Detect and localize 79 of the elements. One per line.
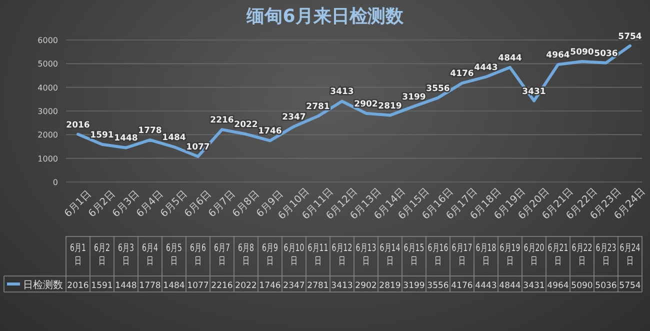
data-label: 2016 [66, 120, 90, 130]
data-label: 4443 [475, 281, 497, 291]
data-label: 1778 [139, 281, 161, 291]
data-label: 4964 [546, 50, 570, 61]
data-label: 4176 [450, 69, 474, 80]
data-label: 5036 [595, 281, 617, 291]
category-label: 6月4日 [141, 242, 159, 268]
data-label: 1448 [114, 134, 138, 144]
data-label: 2022 [234, 120, 258, 130]
data-label: 1484 [163, 281, 185, 291]
category-label: 6月18日 [475, 242, 497, 268]
data-label: 3413 [330, 87, 354, 98]
data-label: 1077 [187, 281, 209, 291]
data-label: 4844 [499, 281, 521, 291]
category-label: 6月5日 [165, 242, 183, 268]
data-label: 5090 [570, 48, 594, 58]
data-label: 1591 [91, 281, 113, 291]
data-label: 1746 [258, 126, 282, 137]
category-label: 6月19日 [499, 242, 521, 268]
data-label: 4443 [474, 62, 498, 73]
data-label: 3556 [427, 281, 449, 291]
category-label: 6月20日 [523, 242, 545, 268]
data-label: 2781 [307, 281, 329, 291]
data-label: 4964 [547, 281, 569, 291]
data-label: 5754 [619, 281, 641, 291]
legend-label: 日检测数 [23, 279, 63, 291]
category-label: 6月8日 [237, 242, 255, 268]
data-label: 1448 [115, 281, 137, 291]
data-label: 2819 [378, 101, 402, 112]
data-label: 2347 [282, 112, 306, 122]
data-label: 2016 [67, 281, 89, 291]
y-tick-label: 1000 [38, 154, 58, 164]
data-label: 5090 [571, 281, 593, 291]
data-label: 1591 [90, 130, 114, 140]
category-label: 6月11日 [307, 242, 329, 268]
category-label: 6月9日 [261, 242, 279, 268]
y-tick-label: 5000 [38, 60, 58, 69]
data-label: 1746 [259, 281, 281, 291]
category-label: 6月22日 [571, 242, 593, 268]
category-label: 6月10日 [283, 242, 305, 268]
category-label: 6月1日 [69, 242, 87, 268]
y-tick-label: 6000 [38, 36, 58, 45]
data-label: 3413 [331, 281, 353, 291]
data-label: 2781 [306, 102, 330, 112]
category-label: 6月6日 [189, 242, 207, 268]
y-tick-label: 4000 [38, 83, 58, 92]
data-label: 3556 [426, 84, 450, 94]
data-label: 3199 [403, 281, 425, 291]
category-label: 6月24日 [619, 242, 641, 268]
category-label: 6月3日 [117, 242, 135, 268]
data-label: 2902 [355, 281, 377, 291]
chart-title: 缅甸6月来日检测数 [246, 6, 404, 27]
category-label: 6月15日 [403, 242, 425, 268]
category-label: 6月23日 [595, 242, 617, 268]
data-label: 3199 [402, 92, 426, 102]
category-label: 6月21日 [547, 242, 569, 268]
data-label: 2022 [235, 281, 257, 291]
y-tick-label: 3000 [38, 107, 58, 116]
category-label: 6月7日 [213, 242, 231, 268]
y-tick-label: 0 [52, 178, 58, 187]
data-label: 2819 [379, 281, 401, 291]
data-label: 5036 [594, 48, 618, 59]
data-label: 5754 [618, 32, 642, 42]
category-label: 6月16日 [427, 242, 449, 268]
data-label: 4844 [498, 53, 522, 64]
y-tick-label: 2000 [38, 130, 58, 140]
data-label: 2902 [354, 99, 378, 110]
category-label: 6月13日 [355, 242, 377, 268]
data-label: 2347 [283, 281, 305, 291]
data-label: 2216 [210, 116, 234, 126]
category-label: 6月12日 [331, 242, 353, 268]
data-label: 3431 [523, 281, 545, 291]
data-label: 2216 [211, 281, 233, 291]
data-label: 1484 [162, 132, 186, 143]
category-label: 6月17日 [451, 242, 473, 268]
category-label: 6月14日 [379, 242, 401, 268]
data-label: 4176 [451, 281, 473, 291]
data-label: 1778 [138, 126, 162, 136]
category-label: 6月2日 [93, 242, 111, 268]
